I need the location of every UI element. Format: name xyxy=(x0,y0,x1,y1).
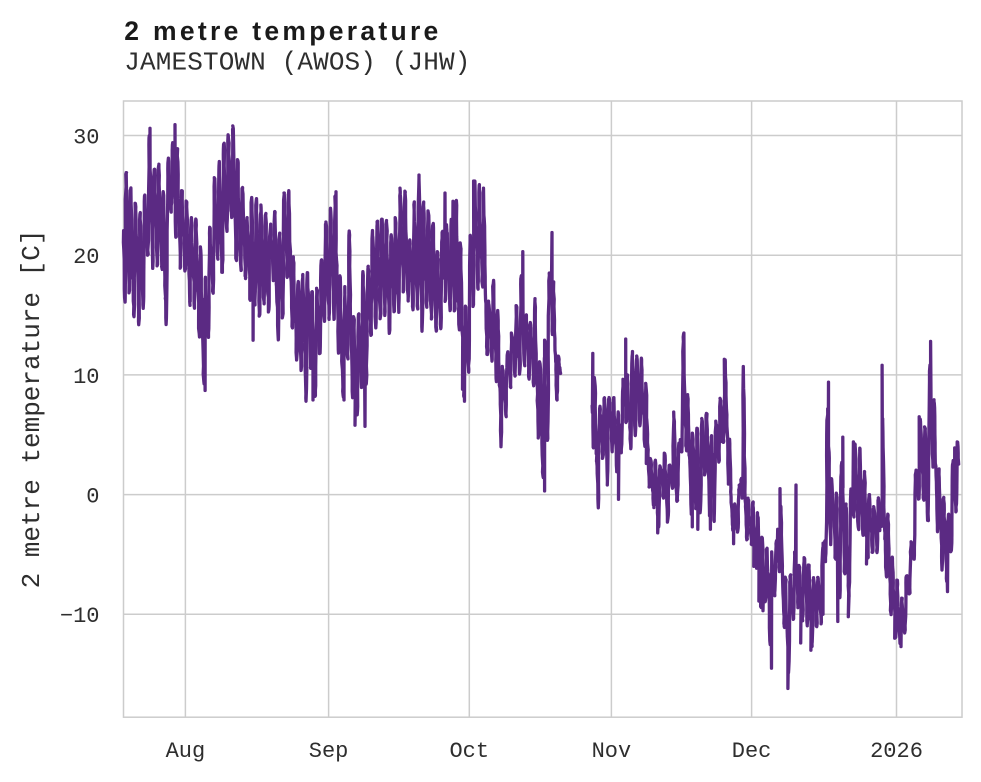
svg-text:Aug: Aug xyxy=(166,739,206,764)
svg-text:Oct: Oct xyxy=(449,739,489,764)
svg-text:20: 20 xyxy=(73,245,99,270)
svg-text:Nov: Nov xyxy=(592,739,632,764)
svg-text:Dec: Dec xyxy=(732,739,772,764)
svg-text:10: 10 xyxy=(73,365,99,390)
svg-text:−10: −10 xyxy=(60,604,100,629)
svg-text:Sep: Sep xyxy=(309,739,349,764)
svg-text:30: 30 xyxy=(73,125,99,150)
svg-text:0: 0 xyxy=(86,485,99,510)
svg-text:JAMESTOWN (AWOS) (JHW): JAMESTOWN (AWOS) (JHW) xyxy=(124,48,470,78)
svg-text:2 metre temperature [C]: 2 metre temperature [C] xyxy=(17,230,47,589)
svg-text:2026: 2026 xyxy=(870,739,923,764)
